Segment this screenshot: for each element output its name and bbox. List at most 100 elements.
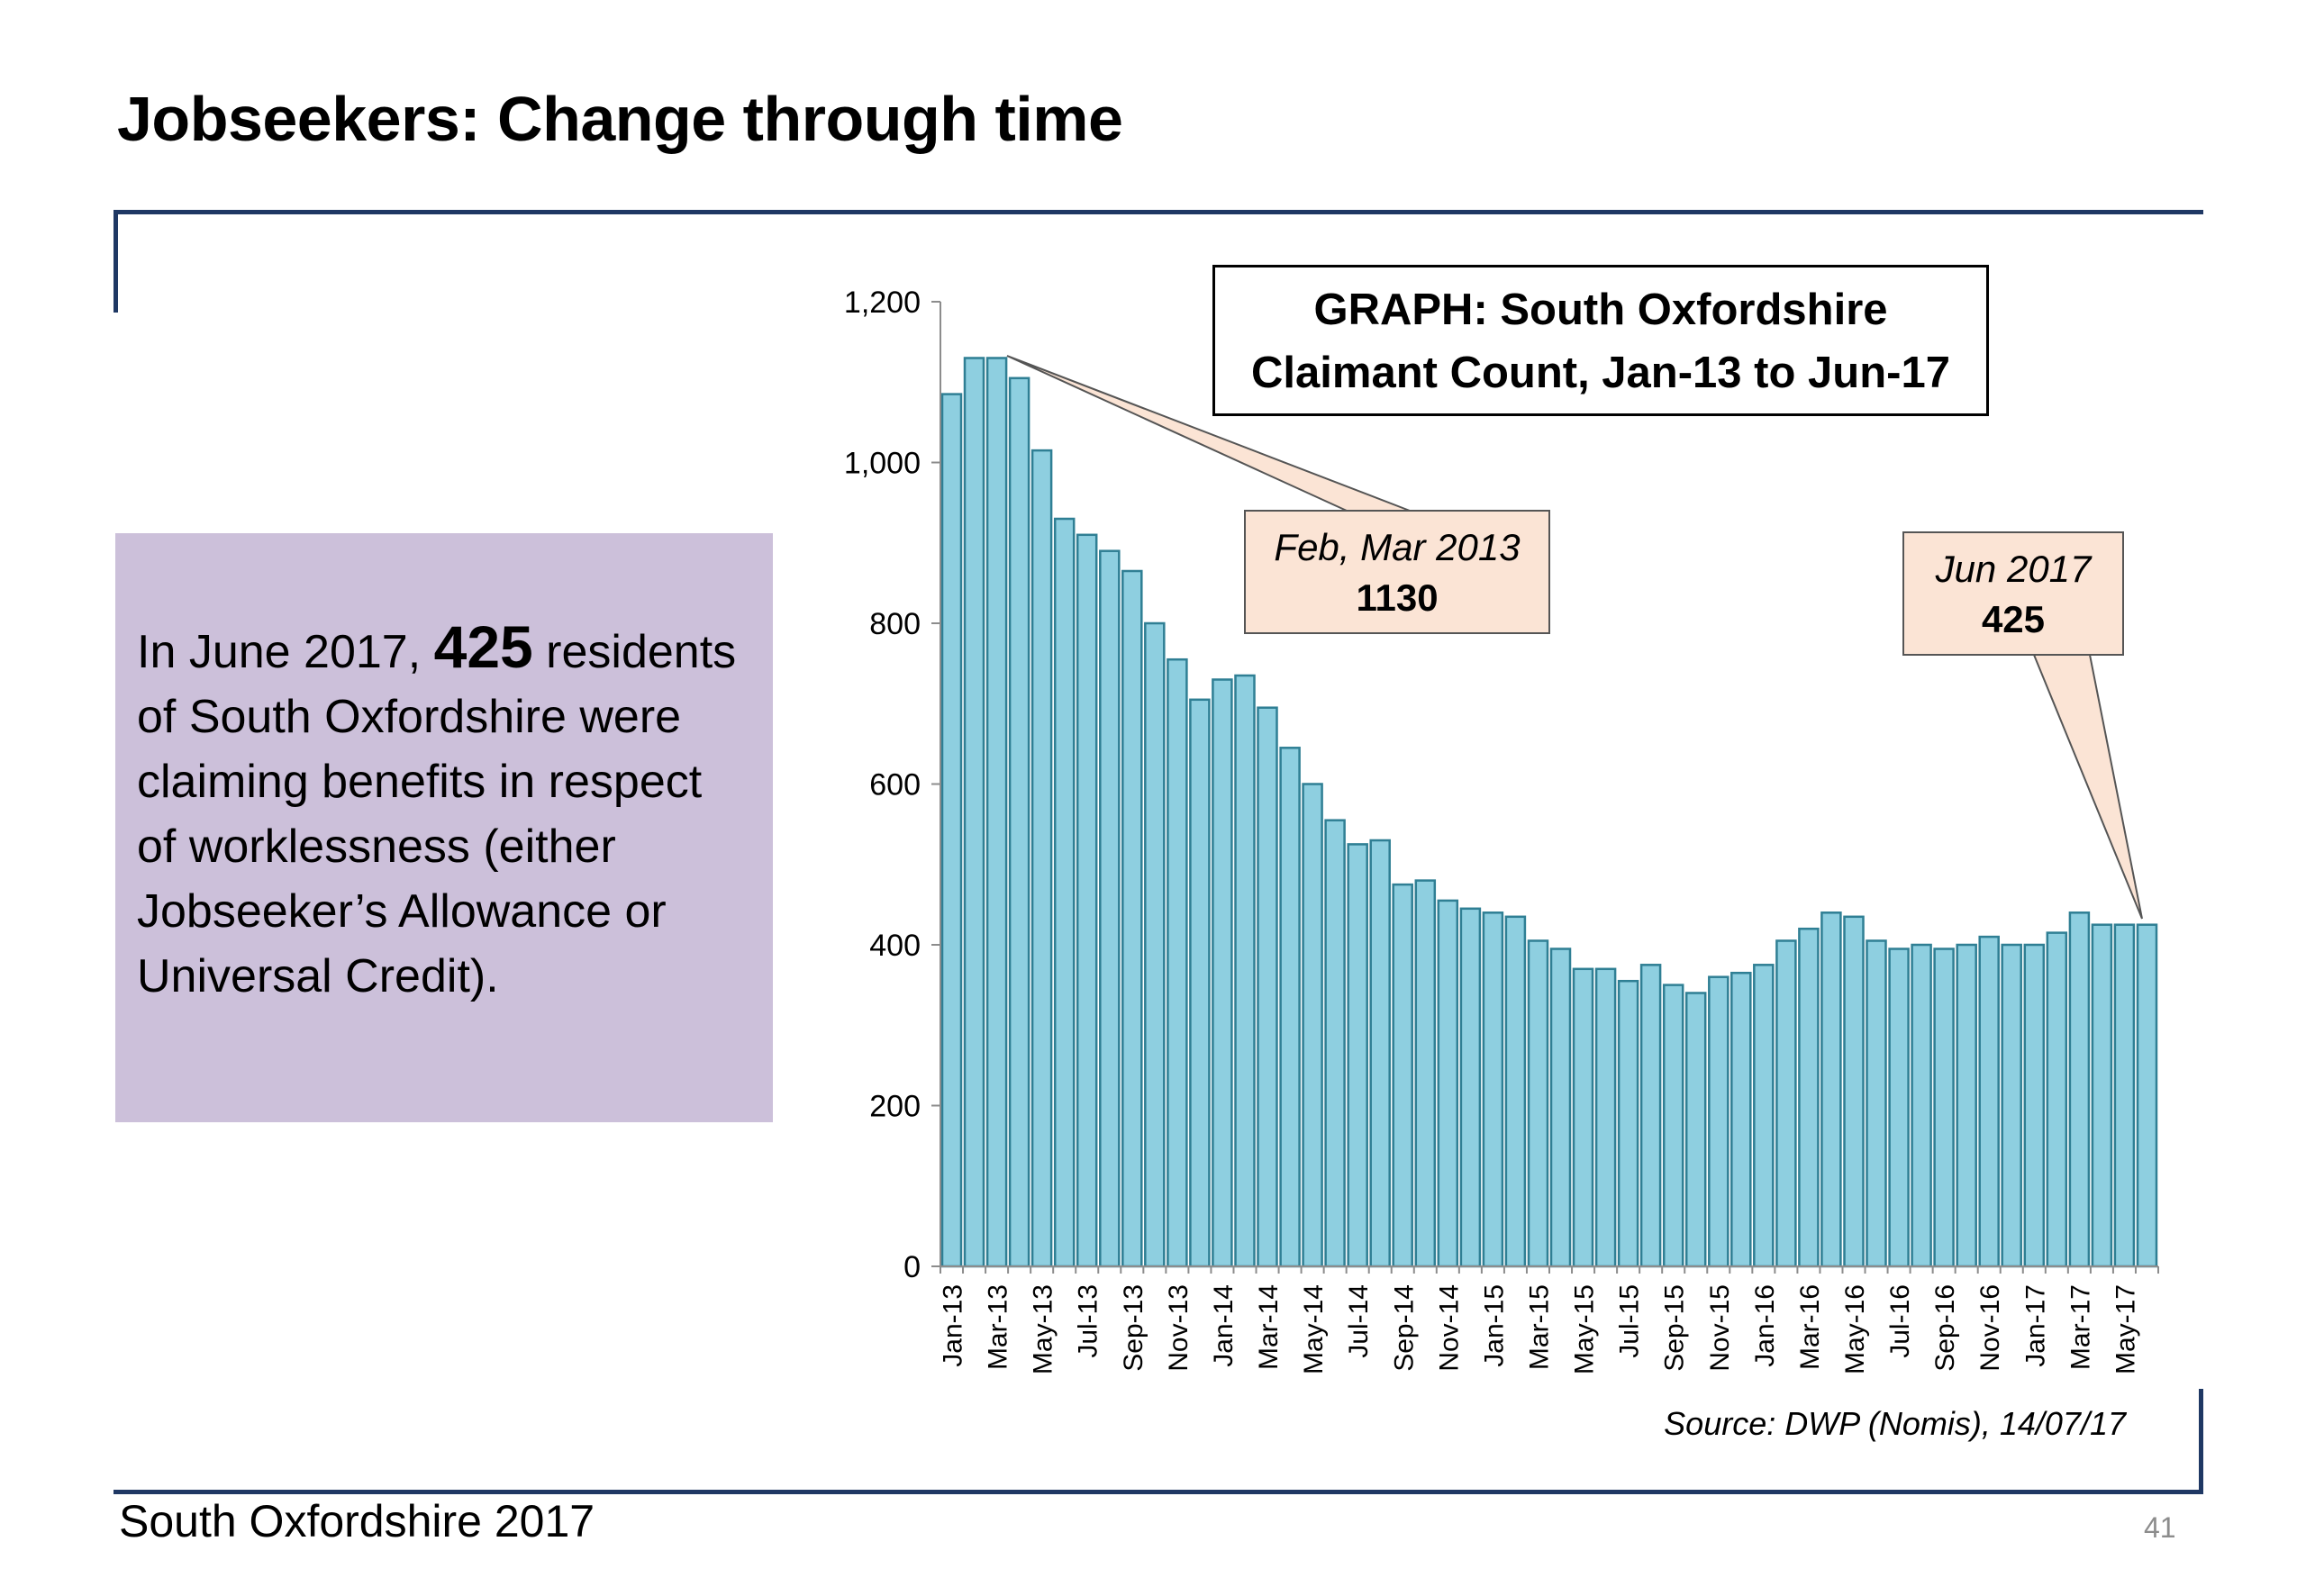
graph-title-box: GRAPH: South Oxfordshire Claimant Count,… <box>1212 265 1989 416</box>
top-rule <box>113 210 2203 214</box>
bar-Sep-13 <box>1121 569 1143 1268</box>
bar-Jul-13 <box>1076 533 1098 1268</box>
axes-layer: 0 200 400 600 800 1,000 1,200 Jan-13 Mar-13 May-1… <box>844 286 2159 1374</box>
bar-Feb-15 <box>1504 915 1527 1268</box>
footer-title: South Oxfordshire 2017 <box>119 1496 595 1546</box>
bar-Feb-17 <box>2046 931 2068 1268</box>
callout-jun-pointer <box>2032 654 2143 920</box>
callout-feb-label: Feb, Mar 2013 <box>1274 526 1521 568</box>
source-note: Source: DWP (Nomis), 14/07/17 <box>1664 1405 2126 1442</box>
x-tick-label-Jul-14: Jul-14 <box>1344 1284 1374 1358</box>
callout-feb-mar-2013: Feb, Mar 2013 1130 <box>1244 510 1550 634</box>
bar-May-14 <box>1302 783 1323 1268</box>
x-tick-label-Jan-14: Jan-14 <box>1209 1284 1239 1367</box>
bar-Jan-15 <box>1482 911 1504 1268</box>
y-tick-label-200: 200 <box>869 1090 921 1124</box>
graph-title-line1: GRAPH: South Oxfordshire <box>1313 286 1888 334</box>
x-tick-label-Jan-17: Jan-17 <box>2020 1284 2050 1367</box>
bar-Jun-15 <box>1594 967 1617 1268</box>
bars-layer <box>940 357 2158 1268</box>
bar-Oct-13 <box>1144 621 1166 1268</box>
y-tick-label-1200: 1,200 <box>844 286 921 320</box>
bar-Sep-14 <box>1392 883 1413 1268</box>
bar-Feb-16 <box>1775 939 1797 1268</box>
bar-Feb-14 <box>1234 674 1256 1268</box>
bar-Apr-16 <box>1820 911 1842 1268</box>
x-tick-label-Nov-14: Nov-14 <box>1434 1284 1464 1372</box>
bar-Jun-13 <box>1053 517 1076 1268</box>
bar-Oct-14 <box>1414 879 1437 1268</box>
x-tick-label-Mar-15: Mar-15 <box>1525 1284 1555 1370</box>
bar-Aug-13 <box>1099 549 1121 1268</box>
bottom-rule <box>113 1490 2203 1494</box>
x-tick-label-Mar-16: Mar-16 <box>1795 1284 1825 1370</box>
page-number: 41 <box>2144 1511 2176 1544</box>
x-tick-label-Jan-16: Jan-16 <box>1750 1284 1780 1367</box>
x-tick-label-Jul-15: Jul-15 <box>1615 1284 1645 1358</box>
info-box: In June 2017, 425 residents of South Oxf… <box>115 533 773 1122</box>
y-tick-label-800: 800 <box>869 607 921 641</box>
bar-Sep-15 <box>1662 984 1684 1268</box>
slide-title: Jobseekers: Change through time <box>117 84 1123 154</box>
bar-Feb-13 <box>963 357 985 1268</box>
bar-Apr-13 <box>1008 376 1030 1268</box>
info-text-before: In June 2017, <box>137 626 434 678</box>
x-tick-label-Sep-16: Sep-16 <box>1930 1284 1960 1372</box>
x-tick-label-Sep-13: Sep-13 <box>1119 1284 1148 1372</box>
x-tick-label-Jan-13: Jan-13 <box>939 1284 968 1367</box>
callout-pointers <box>1006 355 2143 920</box>
y-tick-label-400: 400 <box>869 929 921 963</box>
x-tick-label-Mar-17: Mar-17 <box>2065 1284 2095 1370</box>
callout-jun-value: 425 <box>1981 598 2046 640</box>
bar-Jan-17 <box>2023 943 2046 1268</box>
x-tick-label-Nov-16: Nov-16 <box>1975 1284 2005 1372</box>
x-tick-label-Mar-13: Mar-13 <box>984 1284 1013 1370</box>
bar-Oct-15 <box>1684 992 1707 1268</box>
x-tick-label-Jul-16: Jul-16 <box>1885 1284 1915 1358</box>
x-tick-label-May-16: May-16 <box>1840 1284 1870 1374</box>
bar-Mar-17 <box>2068 911 2091 1268</box>
bar-May-17 <box>2113 923 2136 1268</box>
x-tick-label-Jul-13: Jul-13 <box>1074 1284 1103 1358</box>
bar-Aug-14 <box>1369 839 1391 1268</box>
x-tick-label-Nov-13: Nov-13 <box>1164 1284 1194 1372</box>
x-tick-label-May-17: May-17 <box>2111 1284 2140 1374</box>
bar-Jun-16 <box>1866 939 1887 1268</box>
bar-May-16 <box>1843 915 1865 1268</box>
bar-May-13 <box>1030 449 1053 1268</box>
bar-Jun-14 <box>1324 819 1346 1268</box>
x-tick-label-Sep-15: Sep-15 <box>1660 1284 1690 1372</box>
bar-May-15 <box>1572 967 1594 1268</box>
x-tick-label-Nov-15: Nov-15 <box>1705 1284 1735 1372</box>
bar-Jul-15 <box>1617 979 1639 1268</box>
bar-Aug-16 <box>1911 943 1932 1268</box>
bar-Jan-16 <box>1753 964 1775 1268</box>
bar-Nov-15 <box>1708 975 1730 1268</box>
x-tick-label-May-15: May-15 <box>1570 1284 1600 1374</box>
bar-Dec-14 <box>1459 907 1482 1268</box>
callout-jun-label: Jun 2017 <box>1935 548 2092 590</box>
top-rule-tick <box>113 210 118 313</box>
graph-title-line2: Claimant Count, Jan-13 to Jun-17 <box>1251 349 1950 397</box>
bar-Mar-13 <box>985 357 1008 1268</box>
x-tick-label-Jan-15: Jan-15 <box>1479 1284 1509 1367</box>
bar-Sep-16 <box>1933 948 1955 1268</box>
bar-Jul-14 <box>1347 843 1368 1268</box>
bar-Jan-14 <box>1212 678 1233 1268</box>
info-highlight-value: 425 <box>433 613 533 680</box>
bar-Nov-14 <box>1437 899 1459 1268</box>
bar-Nov-13 <box>1167 657 1188 1268</box>
y-tick-label-0: 0 <box>903 1250 921 1284</box>
callout-jun-2017: Jun 2017 425 <box>1902 531 2124 656</box>
bar-Apr-15 <box>1549 948 1572 1268</box>
bar-Jan-13 <box>940 393 963 1268</box>
bottom-rule-tick <box>2199 1389 2203 1494</box>
y-tick-label-600: 600 <box>869 768 921 803</box>
bar-Oct-16 <box>1956 943 1977 1268</box>
bar-Mar-14 <box>1257 706 1278 1268</box>
y-tick-label-1000: 1,000 <box>844 447 921 481</box>
bar-Aug-15 <box>1639 964 1662 1268</box>
x-tick-label-May-14: May-14 <box>1299 1284 1329 1374</box>
bar-Apr-14 <box>1279 747 1301 1268</box>
